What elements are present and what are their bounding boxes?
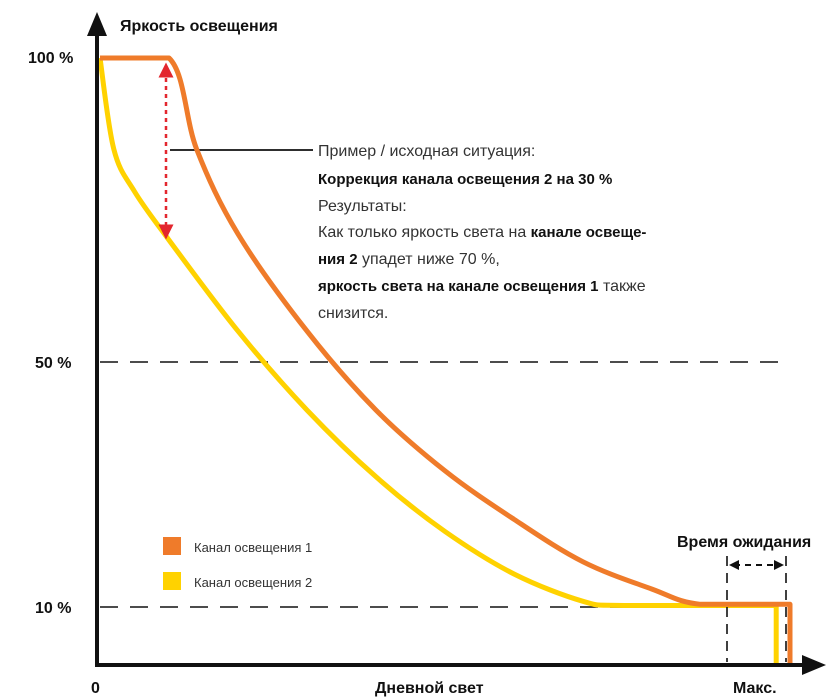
- y-axis-arrow: [87, 12, 107, 36]
- x-tick-max: Макс.: [733, 680, 777, 697]
- annotation-line-3: Результаты:: [318, 198, 407, 215]
- annotation-line-2: Коррекция канала освещения 2 на 30 %: [318, 171, 612, 188]
- legend-swatch-channel-1: [163, 537, 181, 555]
- annotation-line-5: ния 2 упадет ниже 70 %,: [318, 251, 500, 268]
- wait-time-label: Время ожидания: [677, 534, 811, 551]
- x-axis-arrow: [802, 655, 826, 675]
- legend-label-channel-2: Канал освещения 2: [194, 575, 312, 590]
- annotation-line-6: яркость света на канале освещения 1 такж…: [318, 278, 646, 295]
- legend-swatch-channel-2: [163, 572, 181, 590]
- y-tick-100: 100 %: [28, 50, 73, 67]
- x-axis-title: Дневной свет: [375, 680, 484, 697]
- x-tick-0: 0: [91, 680, 100, 697]
- annotation-line-4: Как только яркость света на канале освещ…: [318, 224, 646, 241]
- series-line-channel-2: [97, 57, 779, 665]
- y-tick-10: 10 %: [35, 600, 71, 617]
- series-line-channel-1: [100, 55, 793, 665]
- legend-label-channel-1: Канал освещения 1: [194, 540, 312, 555]
- annotation-line-7: снизится.: [318, 305, 388, 322]
- y-axis-title: Яркость освещения: [120, 18, 278, 35]
- annotation-line-1: Пример / исходная ситуация:: [318, 143, 535, 160]
- y-tick-50: 50 %: [35, 355, 71, 372]
